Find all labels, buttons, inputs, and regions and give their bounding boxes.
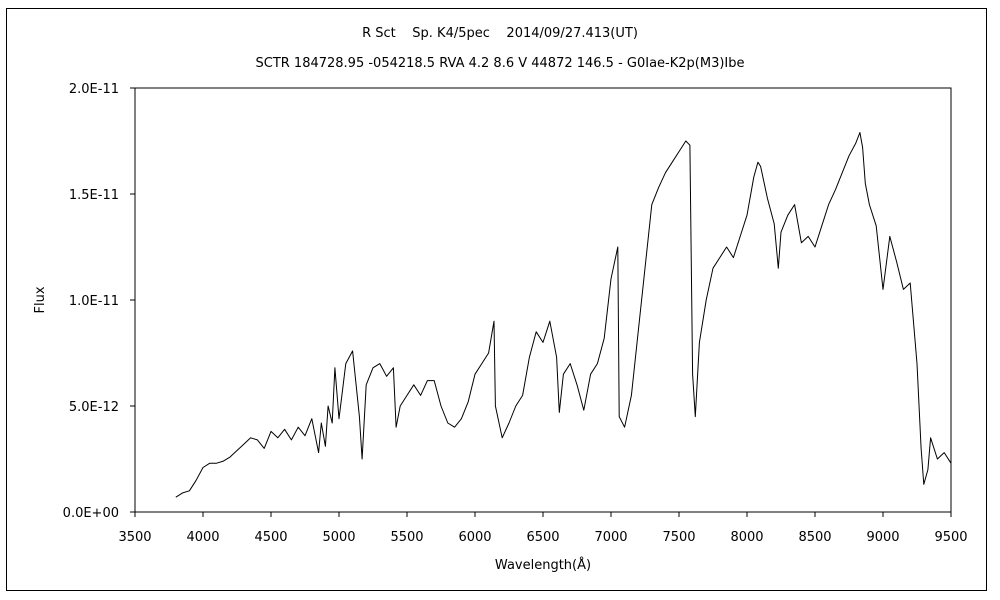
y-tick-label: 2.0E-11: [69, 82, 119, 97]
x-tick-label: 5500: [390, 530, 423, 545]
chart-frame: [6, 8, 987, 591]
x-tick-label: 6000: [458, 530, 491, 545]
x-tick-label: 4500: [254, 530, 287, 545]
x-tick-label: 6500: [526, 530, 559, 545]
y-tick-label: 1.0E-11: [69, 294, 119, 309]
x-tick-label: 4000: [186, 530, 219, 545]
x-tick-label: 8500: [798, 530, 831, 545]
x-axis-label: Wavelength(Å): [495, 557, 591, 573]
x-tick-label: 9500: [934, 530, 967, 545]
x-tick-label: 9000: [866, 530, 899, 545]
y-tick-label: 1.5E-11: [69, 188, 119, 203]
spectrum-line: [175, 132, 952, 498]
x-axis-ticks: 3500 4000 4500 5000 5500 6000 6500 7000 7500 8000…: [118, 512, 968, 545]
y-axis-ticks: 0.0E+00 5.0E-12 1.0E-11 1.5E-11 2.0E-11: [63, 82, 135, 521]
y-axis-label: Flux: [33, 286, 48, 313]
x-tick-label: 8000: [730, 530, 763, 545]
x-tick-label: 7500: [662, 530, 695, 545]
chart-title: R Sct Sp. K4/5pec 2014/09/27.413(UT): [362, 26, 638, 41]
plot-area: [134, 87, 952, 513]
spectrum-lines: [175, 132, 952, 498]
y-tick-label: 5.0E-12: [69, 400, 119, 415]
chart-subtitle: SCTR 184728.95 -054218.5 RVA 4.2 8.6 V 4…: [255, 56, 745, 71]
x-tick-label: 3500: [118, 530, 151, 545]
y-tick-label: 0.0E+00: [63, 506, 119, 521]
x-tick-label: 7000: [594, 530, 627, 545]
x-tick-label: 5000: [322, 530, 355, 545]
